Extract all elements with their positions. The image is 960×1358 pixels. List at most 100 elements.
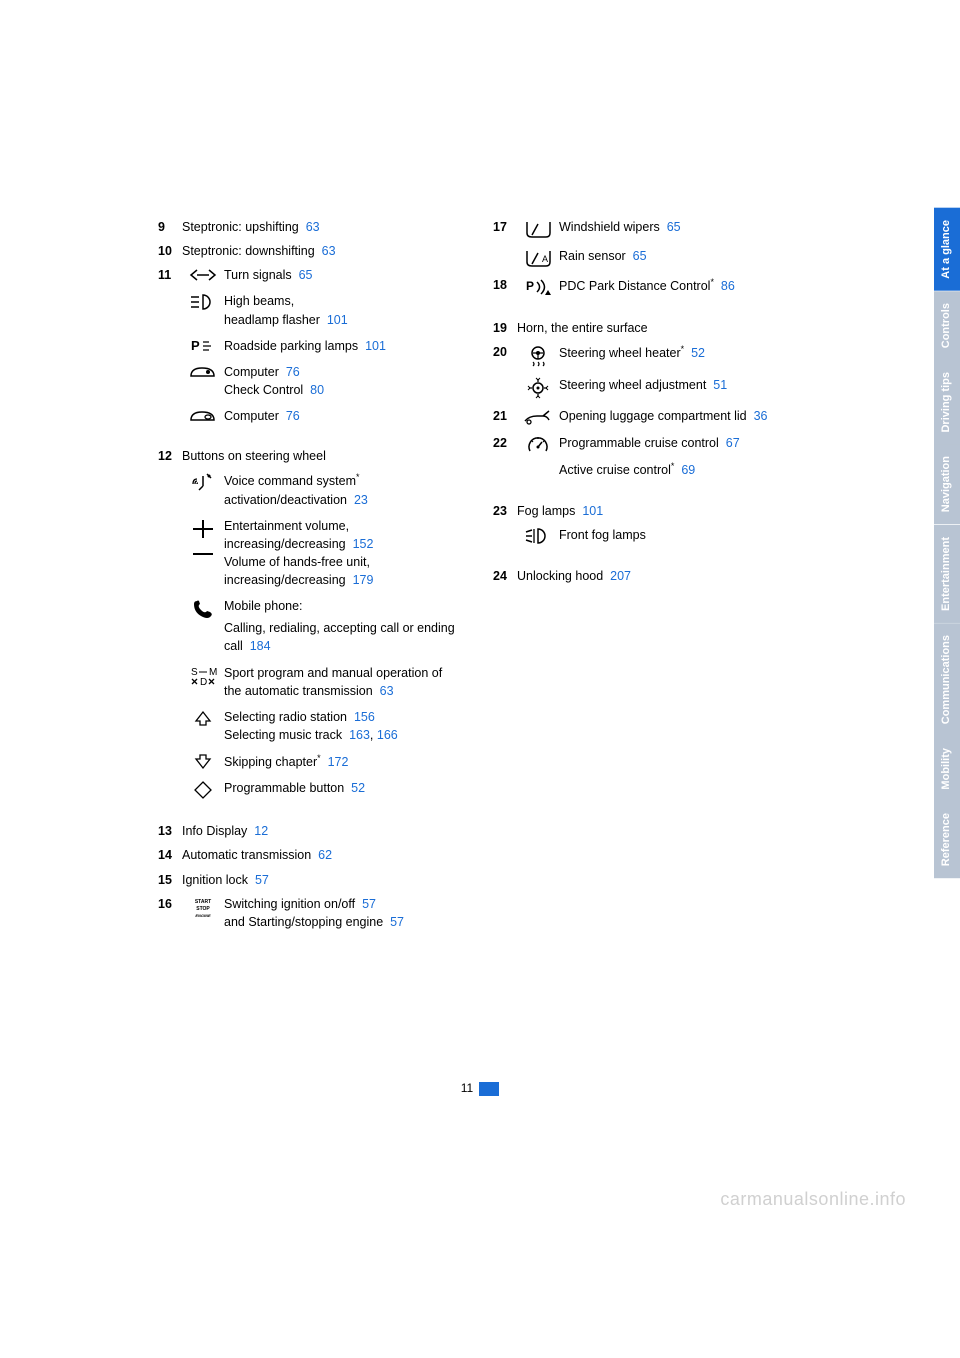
item-text: Programmable button [224,781,344,795]
page-ref[interactable]: 23 [354,493,368,507]
page-ref[interactable]: 163 [349,728,370,742]
page-ref[interactable]: 63 [306,220,320,234]
item-text: and Starting/stopping engine [224,915,383,929]
item-text: High beams, [224,294,294,308]
item-number: 12 [158,447,182,465]
page-ref[interactable]: 52 [691,346,705,360]
page-ref[interactable]: 69 [681,463,695,477]
item-text: Steptronic: upshifting [182,220,299,234]
svg-text:STOP: STOP [196,906,210,912]
page-ref[interactable]: 67 [726,436,740,450]
page-ref[interactable]: 52 [351,781,365,795]
page-ref[interactable]: 101 [365,339,386,353]
item-number: 24 [493,567,517,585]
tab-navigation[interactable]: Navigation [934,444,960,524]
watermark: carmanualsonline.info [720,1189,906,1210]
item-text: activation/deactivation [224,493,347,507]
item-9: 9 Steptronic: upshifting 63 [158,218,463,236]
page-ref[interactable]: 65 [299,268,313,282]
tab-entertainment[interactable]: Entertainment [934,525,960,623]
page-ref[interactable]: 80 [310,383,324,397]
item-number: 23 [493,502,517,520]
item-text: Ignition lock [182,873,248,887]
page-ref[interactable]: 36 [754,409,768,423]
item-text: Roadside parking lamps [224,339,358,353]
page-ref[interactable]: 156 [354,710,375,724]
item-text: Sport program and manual operation of th… [224,666,442,698]
item-text: Active cruise control [559,463,671,477]
tab-mobility[interactable]: Mobility [934,736,960,802]
wheel-adjust-icon [517,376,559,399]
page-ref[interactable]: 76 [286,409,300,423]
item-23: 23 Fog lamps 101 [493,502,798,520]
page-ref[interactable]: 86 [721,279,735,293]
item-text: Selecting radio station [224,710,347,724]
item-text: Front fog lamps [559,528,646,542]
page-ref[interactable]: 62 [318,848,332,862]
page-ref[interactable]: 207 [610,569,631,583]
item-text: Volume of hands-free unit, [224,555,370,569]
page-ref[interactable]: 76 [286,365,300,379]
right-column: 17 Windshield wipers 65 A Rain sensor 65… [493,218,798,933]
page-ref[interactable]: 65 [667,220,681,234]
item-text: Rain sensor [559,249,626,263]
page-ref[interactable]: 65 [633,249,647,263]
page-ref[interactable]: 101 [327,313,348,327]
wipers-icon [517,218,559,239]
tab-reference[interactable]: Reference [934,801,960,878]
item-number: 17 [493,218,517,239]
item-12-voice: Voice command system* activation/deactiv… [158,471,463,508]
page-ref[interactable]: 51 [713,378,727,392]
main-content: 9 Steptronic: upshifting 63 10 Steptroni… [158,218,798,933]
svg-text:ENGINE: ENGINE [195,913,211,918]
item-11-high-beams: High beams, headlamp flasher 101 [158,292,463,328]
page-ref[interactable]: 63 [380,684,394,698]
page-number: 11 [0,1081,960,1096]
page-ref[interactable]: 184 [250,639,271,653]
item-12-radio: Selecting radio station 156 Selecting mu… [158,708,463,744]
turn-signals-icon [182,266,224,284]
item-number: 19 [493,319,517,337]
item-17: 17 Windshield wipers 65 [493,218,798,239]
item-text: Horn, the entire surface [517,321,648,335]
wheel-heater-icon [517,343,559,368]
star: * [671,461,675,471]
svg-text:START: START [195,899,211,905]
section-tabs: At a glance Controls Driving tips Naviga… [934,208,960,879]
svg-text:D: D [200,677,207,687]
item-22: 22 Programmable cruise control 67 Active… [493,434,798,479]
tab-communications[interactable]: Communications [934,623,960,736]
item-14: 14 Automatic transmission 62 [158,846,463,864]
sport-mode-icon: SMD [182,664,224,700]
page-ref[interactable]: 63 [322,244,336,258]
item-17-rain: A Rain sensor 65 [493,247,798,268]
item-11-computer2: Computer 76 [158,407,463,425]
page-ref[interactable]: 179 [353,573,374,587]
down-arrow-icon [182,752,224,771]
item-11-computer-check: Computer 76 Check Control 80 [158,363,463,399]
page-ref[interactable]: 166 [377,728,398,742]
high-beams-icon [182,292,224,328]
item-number: 9 [158,218,182,236]
item-text: Automatic transmission [182,848,311,862]
left-column: 9 Steptronic: upshifting 63 10 Steptroni… [158,218,463,933]
page-ref[interactable]: 12 [254,824,268,838]
item-12-volume: Entertainment volume, increasing/decreas… [158,517,463,590]
page-ref[interactable]: 101 [582,504,603,518]
page-ref[interactable]: 172 [328,755,349,769]
star: * [681,344,685,354]
item-text: Computer [224,409,279,423]
page-ref[interactable]: 57 [362,897,376,911]
item-text: Selecting music track [224,728,342,742]
tab-at-a-glance[interactable]: At a glance [934,208,960,291]
page-ref[interactable]: 57 [255,873,269,887]
tab-controls[interactable]: Controls [934,291,960,360]
item-text: Mobile phone: [224,599,303,613]
page-ref[interactable]: 57 [390,915,404,929]
item-number: 15 [158,871,182,889]
tab-driving-tips[interactable]: Driving tips [934,360,960,445]
item-11: 11 Turn signals 65 [158,266,463,284]
page-ref[interactable]: 152 [353,537,374,551]
diamond-icon [182,779,224,800]
item-number: 13 [158,822,182,840]
